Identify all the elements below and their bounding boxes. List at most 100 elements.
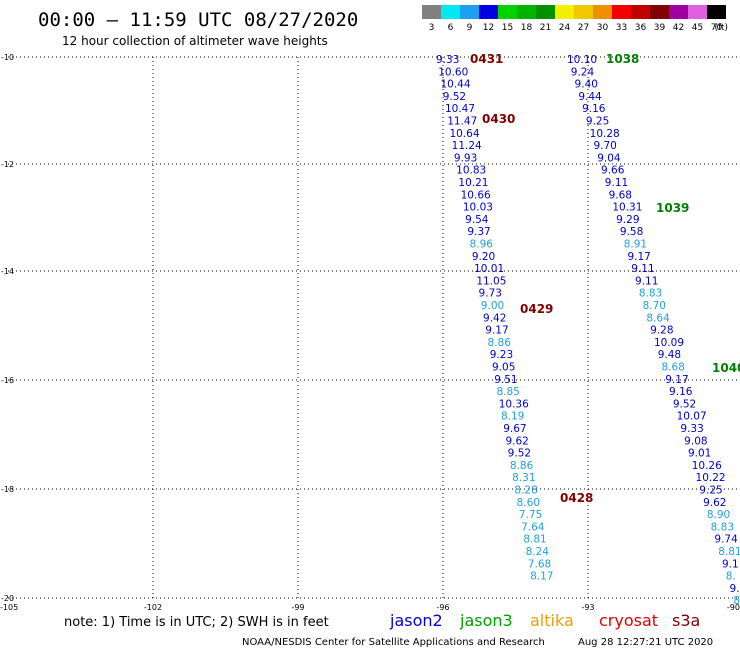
wave-height-value: 9.73 — [479, 288, 502, 300]
wave-height-value: 9.25 — [699, 485, 722, 497]
wave-height-value: 10.21 — [458, 177, 488, 189]
pass-label: 0429 — [520, 302, 553, 316]
legend-tick-label: 15 — [502, 23, 513, 33]
pass-label: 0430 — [482, 112, 515, 126]
wave-height-value: 10.31 — [612, 202, 642, 214]
pass-label: 1038 — [606, 52, 639, 66]
pass-labels: 0431 0430 0429 0428 1038 1039 1040 — [470, 52, 740, 505]
wave-height-value: 9.52 — [673, 398, 696, 410]
color-scale-legend: 3 6 9 12 15 18 21 24 27 30 33 36 39 42 45 70(ft) — [422, 5, 728, 33]
legend-swatch — [669, 5, 688, 19]
wave-height-value: 9.62 — [703, 497, 726, 509]
legend-swatch — [631, 5, 650, 19]
wave-height-value: 7.68 — [528, 558, 551, 570]
legend-tick-label: 39 — [654, 23, 666, 33]
satellite-name: cryosat — [599, 611, 658, 630]
wave-height-value: 10.47 — [445, 103, 475, 115]
wave-height-value: 9.1 — [722, 558, 739, 570]
latitude-label: -12 — [1, 160, 14, 169]
wave-height-value: 7.64 — [521, 521, 545, 533]
latitude-label: -16 — [1, 376, 14, 385]
legend-swatch — [517, 5, 536, 19]
wave-height-value: 10.10 — [567, 54, 597, 66]
wave-height-value: 10.44 — [440, 79, 470, 91]
legend-swatch — [460, 5, 479, 19]
latitude-label: -20 — [1, 594, 14, 603]
latitude-label: -18 — [1, 485, 14, 494]
legend-tick-label: 70 — [711, 23, 723, 33]
legend-tick-label: 3 — [429, 23, 435, 33]
wave-height-value: 8.31 — [512, 472, 535, 484]
legend-tick-label: 33 — [616, 23, 627, 33]
legend-tick-label: 42 — [673, 23, 684, 33]
satellite-legend: jason2 jason3 altika cryosat s3a — [389, 611, 700, 630]
wave-height-value: 9.42 — [483, 312, 506, 324]
pass-label: 0428 — [560, 491, 593, 505]
wave-height-value: 8.85 — [496, 386, 519, 398]
map-subtitle: 12 hour collection of altimeter wave hei… — [62, 34, 328, 48]
wave-height-value: 9.44 — [578, 91, 602, 103]
legend-swatch — [707, 5, 726, 19]
legend-swatch — [555, 5, 574, 19]
wave-height-value: 9.66 — [601, 165, 625, 177]
legend-tick-label: 36 — [635, 23, 647, 33]
wave-height-value: 8.86 — [510, 460, 534, 472]
wave-height-value: 9.28 — [650, 325, 673, 337]
wave-height-value: 8.60 — [517, 497, 540, 509]
legend-swatch — [422, 5, 441, 19]
wave-height-value: 8.70 — [643, 300, 666, 312]
wave-height-value: 8.83 — [711, 521, 734, 533]
legend-tick-label: 9 — [467, 23, 473, 33]
satellite-name: s3a — [672, 611, 700, 630]
longitude-label: -102 — [144, 603, 162, 612]
wave-height-value: 10.26 — [692, 460, 722, 472]
legend-swatch — [574, 5, 593, 19]
wave-height-value: 9.40 — [575, 79, 598, 91]
wave-height-value: 9.05 — [492, 362, 515, 374]
wave-height-value: 8.24 — [526, 546, 550, 558]
wave-height-value: 9.54 — [465, 214, 489, 226]
wave-height-value: 9.23 — [490, 349, 513, 361]
wave-height-value: 10.60 — [438, 66, 468, 78]
legend-tick-label: 21 — [540, 23, 551, 33]
legend-swatch — [536, 5, 555, 19]
wave-height-value: 10.09 — [654, 337, 684, 349]
legend-swatch — [612, 5, 631, 19]
wave-height-value: 9.58 — [620, 226, 643, 238]
wave-height-value: 8. — [733, 595, 740, 607]
wave-height-value: 9.16 — [669, 386, 693, 398]
wave-height-value: 10.83 — [456, 165, 486, 177]
satellite-name: jason2 — [389, 611, 443, 630]
latitude-label: -14 — [1, 267, 14, 276]
wave-height-value: 9.08 — [684, 435, 707, 447]
wave-height-value: 9.11 — [605, 177, 628, 189]
wave-height-value: 9.52 — [508, 448, 531, 460]
wave-height-value: 9.70 — [593, 140, 616, 152]
footer-timestamp: Aug 28 12:27:21 UTC 2020 — [578, 637, 713, 648]
map-title: 00:00 – 11:59 UTC 08/27/2020 — [38, 9, 358, 31]
wave-height-value: 9.11 — [631, 263, 654, 275]
legend-tick-label: 27 — [578, 23, 589, 33]
wave-height-value: 8.17 — [530, 571, 553, 583]
wave-height-value: 9.17 — [485, 325, 508, 337]
wave-height-value: 7.75 — [519, 509, 542, 521]
lat-lon-grid — [8, 56, 740, 599]
legend-tick-label: 30 — [597, 23, 609, 33]
wave-height-value: 8.83 — [639, 288, 662, 300]
wave-height-value: 9.33 — [436, 54, 459, 66]
wave-height-value: 11.47 — [447, 116, 477, 128]
legend-swatch — [593, 5, 612, 19]
wave-height-value: 9.20 — [472, 251, 495, 263]
wave-height-value: 9.11 — [635, 275, 658, 287]
legend-tick-label: 18 — [521, 23, 533, 33]
longitude-label: -96 — [436, 603, 449, 612]
wave-height-value: 10.28 — [590, 128, 620, 140]
wave-height-value: 9.01 — [688, 448, 711, 460]
wave-height-value: 10.07 — [677, 411, 707, 423]
longitude-label: -99 — [291, 603, 304, 612]
wave-height-value: 10.03 — [463, 202, 493, 214]
wave-height-value: 10.66 — [461, 189, 491, 201]
wave-height-value: 10.36 — [499, 398, 529, 410]
legend-tick-label: 45 — [692, 23, 703, 33]
wave-height-value: 9.04 — [597, 152, 621, 164]
